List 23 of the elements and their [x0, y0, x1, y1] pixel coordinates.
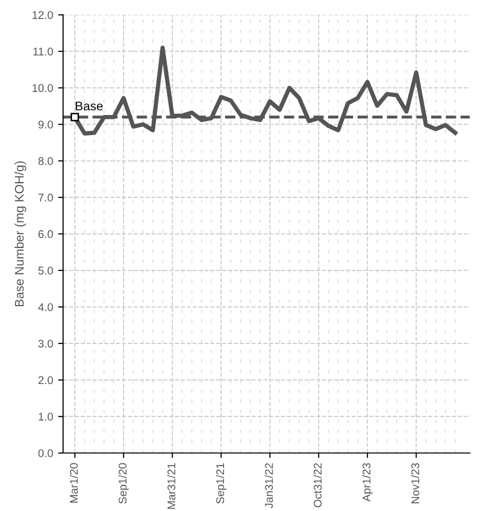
x-tick-label: Sep1/20 — [118, 463, 129, 504]
ref-line-label: Base — [76, 102, 103, 110]
y-tick-label: 11.0 — [33, 48, 53, 56]
y-tick-label: 5.0 — [38, 266, 53, 275]
y-axis-title: Base Number (mg KOH/g) — [14, 161, 26, 306]
x-tick-label: Apr1/23 — [362, 463, 373, 502]
x-tick-label: Mar1/20 — [70, 463, 78, 503]
x-tick-label: Jan31/22 — [264, 463, 273, 508]
y-tick-label: 7.0 — [38, 194, 53, 202]
x-tick-label: Nov1/23 — [411, 463, 420, 504]
y-tick-label: 4.0 — [38, 303, 53, 312]
y-tick-label: 2.0 — [38, 376, 53, 384]
y-tick-label: 8.0 — [38, 157, 53, 166]
y-tick-label: 3.0 — [38, 340, 53, 348]
y-tick-label: 6.0 — [38, 230, 53, 238]
y-tick-label: 1.0 — [38, 412, 53, 421]
x-tick-label: Sep1/21 — [216, 463, 226, 504]
x-tick-label: Oct31/22 — [313, 463, 322, 508]
y-tick-label: 9.0 — [38, 120, 53, 128]
y-tick-label: 12.0 — [32, 11, 53, 19]
y-tick-label: 0.0 — [38, 449, 53, 458]
x-tick-label: Mar31/21 — [167, 463, 176, 509]
y-tick-label: 10.0 — [32, 84, 53, 92]
